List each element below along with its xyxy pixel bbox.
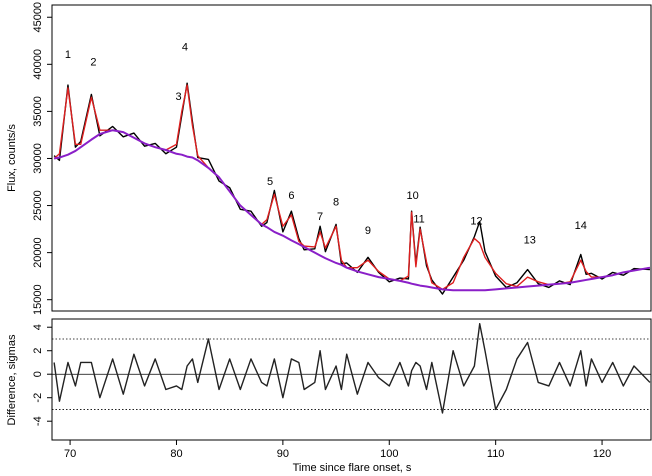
peak-label: 7 — [317, 211, 323, 223]
peak-label: 12 — [470, 215, 482, 227]
y-tick-label: 4 — [32, 324, 44, 330]
y-tick-label: 45000 — [32, 2, 44, 33]
peak-label: 2 — [90, 56, 96, 68]
y-tick-label: -2 — [32, 393, 44, 403]
y-tick-label: 35000 — [32, 96, 44, 127]
y-tick-label: 15000 — [32, 284, 44, 315]
peak-label: 10 — [407, 190, 419, 202]
data-line — [53, 84, 651, 291]
peak-label: 13 — [524, 234, 536, 246]
x-tick-label: 120 — [593, 448, 611, 460]
peak-label: 11 — [413, 214, 424, 226]
peak-label: 3 — [176, 91, 182, 103]
peak-label: 9 — [365, 225, 371, 237]
peak-label: 8 — [333, 197, 339, 209]
peak-label: 1 — [65, 49, 71, 61]
x-axis-label: Time since flare onset, s — [293, 462, 412, 474]
data-line — [53, 323, 651, 414]
x-tick-label: 100 — [380, 448, 398, 460]
peak-label: 4 — [182, 41, 188, 53]
y-tick-label: 2 — [32, 348, 44, 354]
peak-label: 14 — [575, 220, 587, 232]
y-tick-label: 20000 — [32, 237, 44, 268]
data-line — [53, 82, 650, 295]
y-tick-label: 25000 — [32, 190, 44, 221]
y-tick-label: 40000 — [32, 49, 44, 80]
lower-frame — [51, 318, 652, 441]
peak-label: 6 — [288, 190, 294, 202]
x-tick-label: 90 — [277, 448, 289, 460]
y-axis-label: Flux, counts/s — [6, 124, 18, 192]
upper-frame — [51, 4, 652, 312]
y-tick-label: 30000 — [32, 143, 44, 174]
x-tick-label: 110 — [487, 448, 505, 460]
y-axis-label: Difference, sigmas — [6, 334, 18, 425]
peak-label: 5 — [267, 176, 273, 188]
y-tick-label: -4 — [32, 416, 44, 426]
y-tick-label: 0 — [32, 371, 44, 377]
x-tick-label: 80 — [170, 448, 182, 460]
data-line — [53, 129, 651, 292]
x-tick-label: 70 — [64, 448, 76, 460]
